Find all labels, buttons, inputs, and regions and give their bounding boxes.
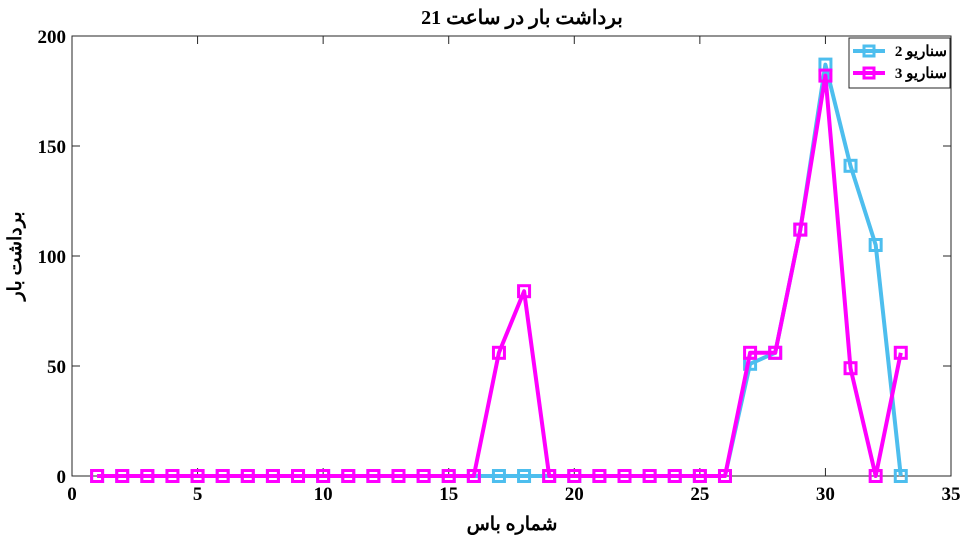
x-tick-label: 20 <box>565 484 584 505</box>
data-point-marker <box>491 469 506 483</box>
series-layer <box>90 57 908 483</box>
data-point-marker <box>115 469 130 483</box>
x-axis-ticks: 0 5 10 15 20 25 30 35 <box>67 36 961 505</box>
data-point-marker <box>843 361 858 376</box>
y-tick-label: 150 <box>38 137 67 158</box>
data-point-marker <box>366 469 381 483</box>
data-point-marker <box>542 469 557 483</box>
data-point-marker <box>667 469 682 483</box>
x-tick-label: 10 <box>314 484 333 505</box>
x-tick-label: 5 <box>193 484 203 505</box>
y-axis-title: برداشت بار <box>5 211 26 302</box>
series-2 <box>90 68 908 483</box>
plot-area <box>71 35 952 477</box>
data-point-marker <box>90 469 105 483</box>
data-point-marker <box>316 469 331 483</box>
data-point-marker <box>642 469 657 483</box>
legend: سناريو 2 سناريو 3 <box>848 37 951 89</box>
data-point-marker <box>818 68 833 83</box>
data-point-marker <box>592 469 607 483</box>
chart-title: برداشت بار در ساعت 21 <box>421 7 623 30</box>
data-point-marker <box>868 238 883 252</box>
data-point-marker <box>215 469 230 483</box>
legend-box <box>848 37 951 89</box>
data-point-marker <box>391 469 406 483</box>
data-point-marker <box>441 469 456 483</box>
x-tick-label: 30 <box>816 484 835 505</box>
data-point-marker <box>517 284 532 299</box>
x-tick-label: 15 <box>439 484 458 505</box>
legend-label: سناريو 2 <box>895 44 947 60</box>
data-point-marker <box>567 469 582 483</box>
legend-marker <box>862 44 876 58</box>
x-tick-label: 35 <box>942 484 961 505</box>
data-point-marker <box>517 469 532 483</box>
x-axis-title: شماره باس <box>467 514 558 535</box>
y-tick-label: 100 <box>38 247 67 268</box>
data-point-marker <box>893 345 908 360</box>
data-point-marker <box>165 469 180 483</box>
y-tick-label: 200 <box>38 27 67 48</box>
data-point-marker <box>190 469 205 483</box>
data-point-marker <box>692 469 707 483</box>
data-point-marker <box>743 345 758 360</box>
data-point-marker <box>491 345 506 360</box>
series-line <box>97 73 903 478</box>
y-axis-ticks: 0 50 100 150 200 <box>38 27 951 488</box>
data-point-marker <box>893 469 908 483</box>
data-point-marker <box>843 158 858 173</box>
data-point-marker <box>341 469 356 483</box>
data-point-marker <box>416 469 431 483</box>
y-tick-label: 0 <box>57 467 67 488</box>
x-tick-label: 25 <box>690 484 709 505</box>
legend-label: سناريو 3 <box>895 66 947 82</box>
data-point-marker <box>768 345 783 360</box>
x-tick-label: 0 <box>67 484 77 505</box>
data-point-marker <box>868 469 883 483</box>
data-point-marker <box>793 222 808 237</box>
y-tick-label: 50 <box>47 357 66 378</box>
data-point-marker <box>617 469 632 483</box>
data-point-marker <box>466 469 481 483</box>
data-point-marker <box>140 469 155 483</box>
data-point-marker <box>291 469 306 483</box>
legend-marker <box>862 66 876 80</box>
data-point-marker <box>717 469 732 483</box>
data-point-marker <box>265 469 280 483</box>
data-point-marker <box>240 469 255 483</box>
